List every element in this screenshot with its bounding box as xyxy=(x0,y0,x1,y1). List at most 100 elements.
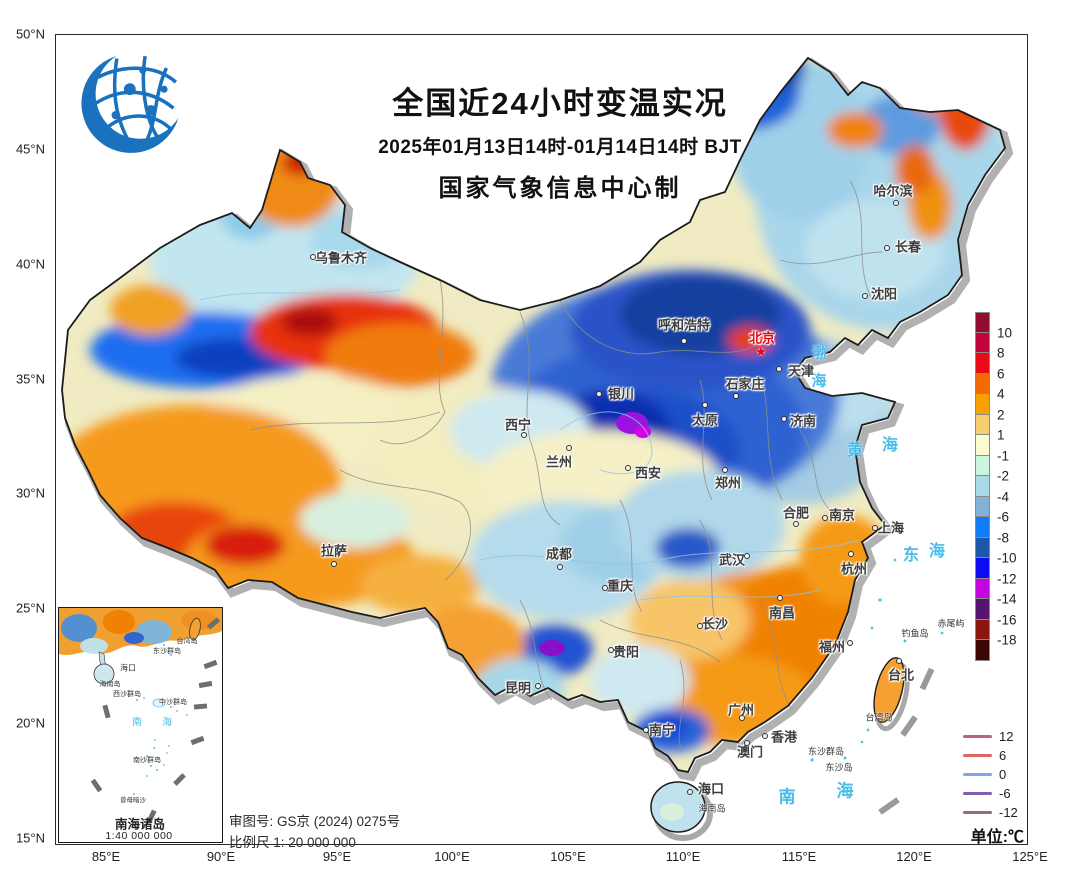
city-marker xyxy=(776,366,782,372)
map-review-number: 审图号: GS京 (2024) 0275号 xyxy=(229,814,401,829)
lon-tick-label: 85°E xyxy=(91,849,121,864)
city-marker xyxy=(744,553,750,559)
island-label: 台湾岛 xyxy=(865,712,893,723)
city-label: 台北 xyxy=(887,667,915,683)
city-marker xyxy=(872,525,878,531)
city-label: 乌鲁木齐 xyxy=(314,250,368,266)
south-china-sea-inset: 南海诸岛 1:40 000 000 海口 海南岛 台湾岛 东沙群岛 西沙群岛 中沙群岛 南沙… xyxy=(58,607,223,843)
legend-line-label: 0 xyxy=(999,767,1007,782)
inset-place-label: 海南岛 xyxy=(99,681,121,688)
province-borders xyxy=(249,179,883,753)
colorbar-tick: 2 xyxy=(997,407,1005,422)
city-marker xyxy=(777,595,783,601)
city-marker xyxy=(884,245,890,251)
legend-line-swatch xyxy=(963,773,992,776)
lon-tick-label: 115°E xyxy=(781,849,817,864)
city-marker xyxy=(535,683,541,689)
city-label: 银川 xyxy=(607,386,635,402)
city-marker xyxy=(739,715,745,721)
lon-tick-label: 90°E xyxy=(206,849,236,864)
colorbar-tick: 1 xyxy=(997,427,1005,443)
city-marker xyxy=(697,623,703,629)
sea-name: 海 xyxy=(881,437,899,454)
city-label: 哈尔滨 xyxy=(873,183,913,199)
sea-name: 南 xyxy=(778,787,796,807)
city-label: 济南 xyxy=(789,413,817,429)
city-label: 拉萨 xyxy=(320,543,348,559)
colorbar-segment xyxy=(975,353,990,374)
line-legend-row: 6 xyxy=(963,746,1018,765)
legend-line-label: -6 xyxy=(999,786,1011,801)
colorbar-segment xyxy=(975,578,990,599)
city-label: 成都 xyxy=(545,546,573,562)
inset-place-label: 中沙群岛 xyxy=(159,699,187,706)
city-marker xyxy=(687,789,693,795)
colorbar-tick: -10 xyxy=(997,550,1017,566)
legend-line-swatch xyxy=(963,792,992,795)
city-marker xyxy=(822,515,828,521)
colorbar-tick: -1 xyxy=(997,448,1010,463)
city-label: 南昌 xyxy=(768,605,796,621)
city-marker xyxy=(602,585,608,591)
city-label: 郑州 xyxy=(714,475,742,491)
city-label: 呼和浩特 xyxy=(657,317,711,333)
inset-place-label: 东沙群岛 xyxy=(153,648,181,655)
legend-line-label: 6 xyxy=(999,748,1007,763)
producer: 国家气象信息中心制 xyxy=(438,175,682,202)
city-label: 西安 xyxy=(634,465,662,481)
city-label: 香港 xyxy=(770,729,798,745)
line-legend-row: -6 xyxy=(963,784,1018,803)
city-label: 澳门 xyxy=(736,744,764,760)
city-marker xyxy=(566,445,572,451)
city-label: 太原 xyxy=(691,412,719,428)
city-marker xyxy=(596,391,602,397)
city-label: 海口 xyxy=(697,781,725,797)
city-label: 长沙 xyxy=(701,616,729,632)
colorbar-segment xyxy=(975,619,990,640)
nmic-logo xyxy=(81,49,186,153)
sea-name: 黄 xyxy=(846,442,864,459)
river-lines xyxy=(199,289,861,601)
city-marker xyxy=(847,640,853,646)
city-marker xyxy=(625,465,631,471)
colorbar-segment xyxy=(975,537,990,558)
city-label: 天津 xyxy=(787,363,815,379)
sea-name: 海 xyxy=(928,543,946,560)
lon-tick-label: 105°E xyxy=(550,849,586,864)
city-marker xyxy=(793,521,799,527)
colorbar-tick: -8 xyxy=(997,530,1010,545)
colorbar-tick: 10 xyxy=(997,325,1013,340)
city-marker xyxy=(557,564,563,570)
inset-place-label: 海口 xyxy=(120,663,136,673)
colorbar-tick: -18 xyxy=(997,632,1017,648)
colorbar-segment xyxy=(975,394,990,415)
colorbar-tick: -2 xyxy=(997,468,1010,484)
city-marker xyxy=(702,402,708,408)
lon-tick-label: 110°E xyxy=(665,849,701,864)
city-marker xyxy=(733,393,739,399)
city-marker xyxy=(893,200,899,206)
city-label: 昆明 xyxy=(504,680,532,696)
line-legend-row: -12 xyxy=(963,803,1018,822)
colorbar-segment xyxy=(975,373,990,394)
inset-place-label: 台湾岛 xyxy=(176,638,198,645)
city-label: 沈阳 xyxy=(870,286,898,302)
city-marker xyxy=(681,338,687,344)
sea-name: 东 xyxy=(902,547,920,564)
inset-map-canvas xyxy=(59,608,222,795)
taiwan-island xyxy=(873,657,910,732)
colorbar-segment xyxy=(975,435,990,456)
city-label: 南宁 xyxy=(648,722,676,738)
map-scale: 比例尺 1: 20 000 000 xyxy=(229,835,356,850)
inset-place-label: 南沙群岛 xyxy=(133,757,161,764)
city-label: 合肥 xyxy=(782,505,810,521)
city-label: 武汉 xyxy=(718,552,746,568)
legend-line-label: -12 xyxy=(999,805,1018,820)
city-marker xyxy=(722,467,728,473)
lon-tick-label: 125°E xyxy=(1012,849,1048,864)
colorbar-tick: -14 xyxy=(997,591,1017,607)
colorbar-tick: 4 xyxy=(997,386,1005,402)
city-label: 杭州 xyxy=(840,561,868,577)
line-legend: 12 6 0 -6 -12 xyxy=(963,727,1018,822)
line-legend-row: 12 xyxy=(963,727,1018,746)
